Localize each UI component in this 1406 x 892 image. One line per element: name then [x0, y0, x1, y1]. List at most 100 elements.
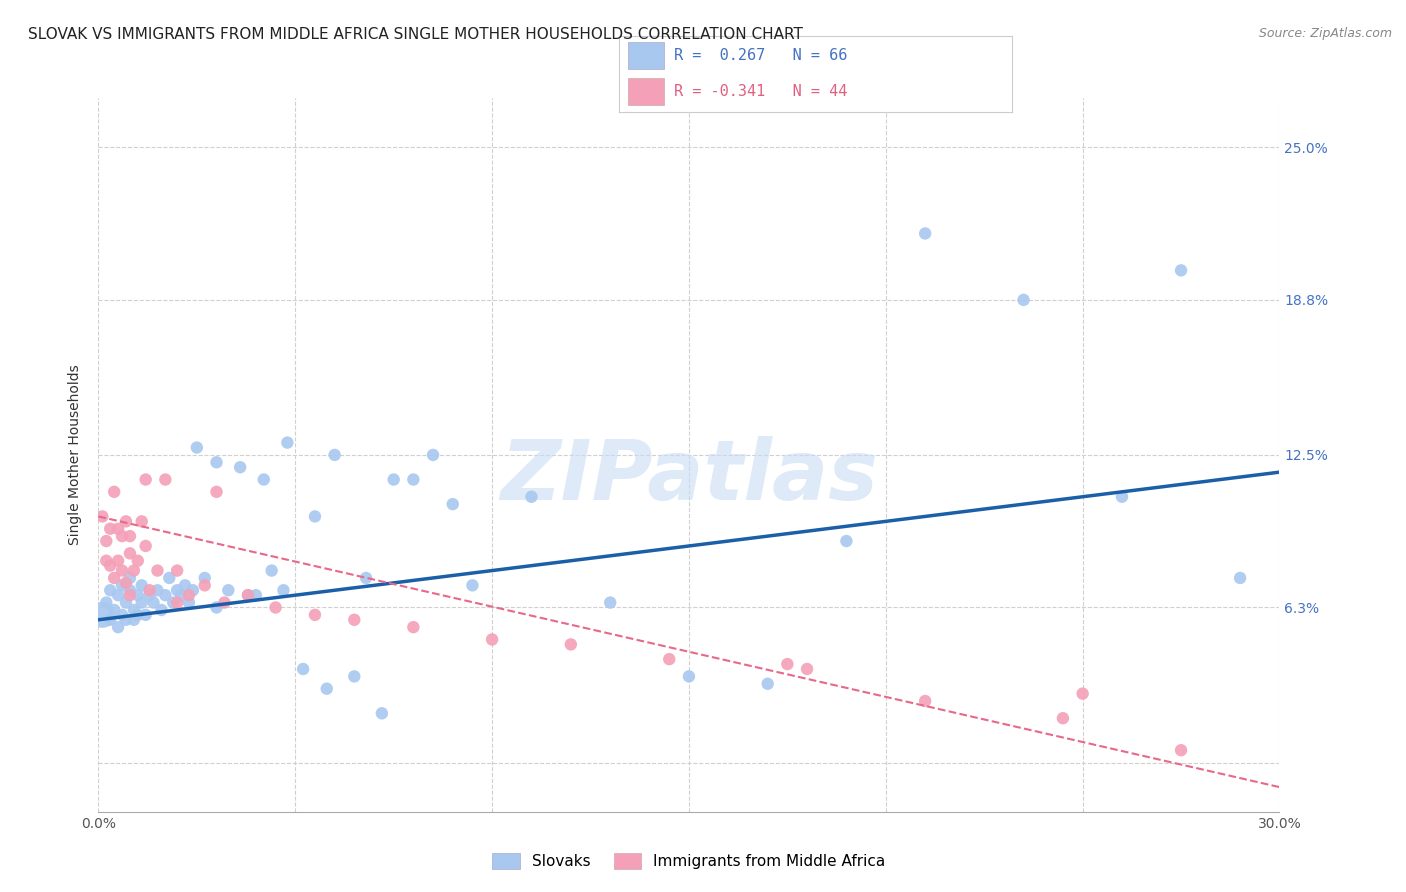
Text: Source: ZipAtlas.com: Source: ZipAtlas.com	[1258, 27, 1392, 40]
Point	[155, 473, 177, 487]
Point	[118, 588, 141, 602]
Y-axis label: Single Mother Households: Single Mother Households	[69, 365, 83, 545]
Point	[323, 448, 346, 462]
Point	[756, 677, 779, 691]
Point	[253, 473, 276, 487]
Point	[146, 564, 169, 578]
Point	[205, 455, 228, 469]
Point	[107, 522, 129, 536]
Point	[138, 588, 160, 602]
Point	[131, 578, 153, 592]
Point	[678, 669, 700, 683]
Point	[98, 613, 121, 627]
Point	[371, 706, 394, 721]
Point	[166, 583, 188, 598]
Point	[205, 600, 228, 615]
Point	[181, 583, 204, 598]
Point	[122, 564, 145, 578]
Point	[1170, 743, 1192, 757]
Point	[135, 539, 157, 553]
Point	[194, 578, 217, 592]
Point	[776, 657, 799, 671]
Point	[115, 575, 138, 590]
Point	[214, 596, 236, 610]
Point	[1052, 711, 1074, 725]
Point	[115, 596, 138, 610]
Point	[174, 578, 197, 592]
Point	[796, 662, 818, 676]
Point	[96, 596, 118, 610]
Point	[170, 588, 193, 602]
Point	[481, 632, 503, 647]
Point	[127, 554, 149, 568]
Point	[127, 607, 149, 622]
Point	[1229, 571, 1251, 585]
Point	[111, 529, 134, 543]
Point	[236, 588, 259, 602]
Text: ZIPatlas: ZIPatlas	[501, 436, 877, 516]
Point	[205, 484, 228, 499]
Bar	[628, 42, 664, 69]
Point	[135, 607, 157, 622]
Point	[1111, 490, 1133, 504]
Point	[115, 613, 138, 627]
Point	[315, 681, 337, 696]
Point	[914, 227, 936, 241]
Point	[96, 534, 118, 549]
Point	[273, 583, 295, 598]
Point	[127, 588, 149, 602]
Point	[1170, 263, 1192, 277]
Point	[245, 588, 267, 602]
Point	[229, 460, 252, 475]
Point	[914, 694, 936, 708]
Point	[91, 607, 114, 622]
Point	[103, 571, 125, 585]
Point	[96, 554, 118, 568]
Point	[343, 669, 366, 683]
Point	[98, 558, 121, 573]
Point	[138, 583, 160, 598]
Text: SLOVAK VS IMMIGRANTS FROM MIDDLE AFRICA SINGLE MOTHER HOUSEHOLDS CORRELATION CHA: SLOVAK VS IMMIGRANTS FROM MIDDLE AFRICA …	[28, 27, 803, 42]
Point	[1071, 687, 1094, 701]
Point	[162, 596, 184, 610]
Point	[343, 613, 366, 627]
Point	[135, 473, 157, 487]
Text: R = -0.341   N = 44: R = -0.341 N = 44	[673, 84, 848, 99]
Point	[177, 596, 200, 610]
Text: R =  0.267   N = 66: R = 0.267 N = 66	[673, 48, 848, 63]
Point	[111, 607, 134, 622]
Point	[111, 564, 134, 578]
Point	[166, 564, 188, 578]
Bar	[628, 78, 664, 105]
Point	[835, 534, 858, 549]
Point	[177, 588, 200, 602]
Point	[1012, 293, 1035, 307]
Point	[146, 583, 169, 598]
Point	[107, 620, 129, 634]
Point	[520, 490, 543, 504]
Point	[292, 662, 315, 676]
Point	[276, 435, 298, 450]
Point	[107, 554, 129, 568]
Point	[260, 564, 283, 578]
Point	[107, 588, 129, 602]
Point	[131, 514, 153, 528]
Point	[122, 613, 145, 627]
Point	[157, 571, 180, 585]
Point	[115, 514, 138, 528]
Point	[186, 441, 208, 455]
Point	[354, 571, 377, 585]
Point	[98, 583, 121, 598]
Point	[150, 603, 173, 617]
Point	[382, 473, 405, 487]
Point	[441, 497, 464, 511]
Point	[111, 578, 134, 592]
Point	[236, 588, 259, 602]
Point	[118, 571, 141, 585]
Point	[155, 588, 177, 602]
Point	[560, 637, 582, 651]
Point	[422, 448, 444, 462]
Point	[103, 484, 125, 499]
Point	[402, 473, 425, 487]
Legend: Slovaks, Immigrants from Middle Africa: Slovaks, Immigrants from Middle Africa	[486, 847, 891, 875]
